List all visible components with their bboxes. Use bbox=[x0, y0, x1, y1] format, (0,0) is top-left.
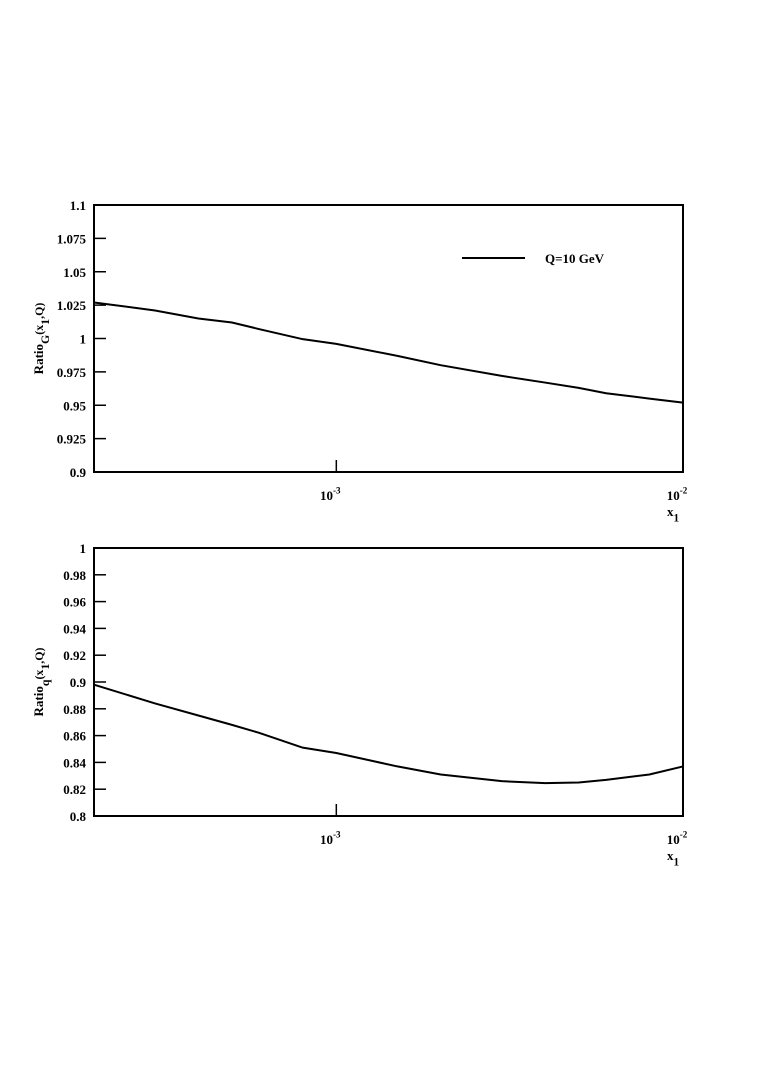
legend-label: Q=10 GeV bbox=[545, 251, 605, 266]
x-tick-label: 10-2 bbox=[667, 830, 688, 848]
x-tick-label: 10-3 bbox=[320, 830, 341, 848]
y-tick-label: 1.075 bbox=[57, 231, 87, 246]
y-tick-label: 0.82 bbox=[63, 782, 86, 797]
y-tick-label: 0.925 bbox=[57, 432, 87, 447]
y-tick-label: 0.95 bbox=[63, 398, 86, 413]
x-axis-label: x1 bbox=[667, 504, 680, 525]
y-tick-label: 0.96 bbox=[63, 595, 86, 610]
y-tick-label: 1.1 bbox=[70, 198, 86, 213]
y-tick-label: 0.88 bbox=[63, 702, 86, 717]
y-tick-label: 1.025 bbox=[57, 298, 87, 313]
y-tick-label: 0.975 bbox=[57, 365, 87, 380]
x-tick-label: 10-3 bbox=[320, 486, 341, 504]
data-line bbox=[93, 683, 684, 785]
y-tick-label: 0.92 bbox=[63, 648, 86, 663]
y-axis-label: RatioG(x1,Q) bbox=[31, 303, 52, 375]
y-tick-label: 1 bbox=[80, 541, 87, 556]
y-tick-label: 1 bbox=[80, 332, 87, 347]
plot-frame bbox=[93, 204, 684, 473]
y-tick-label: 0.9 bbox=[70, 675, 87, 690]
y-axis-label: Ratioq(x1,Q) bbox=[31, 647, 52, 716]
x-tick-label: 10-2 bbox=[667, 486, 688, 504]
y-tick-label: 0.86 bbox=[63, 729, 86, 744]
x-axis-label: x1 bbox=[667, 848, 680, 869]
y-tick-label: 0.94 bbox=[63, 621, 86, 636]
y-tick-label: 1.05 bbox=[63, 265, 86, 280]
y-tick-label: 0.8 bbox=[70, 809, 87, 824]
data-line bbox=[93, 301, 684, 404]
y-tick-label: 0.84 bbox=[63, 755, 86, 770]
plot-frame bbox=[93, 547, 684, 817]
y-tick-label: 0.9 bbox=[70, 465, 87, 480]
y-tick-label: 0.98 bbox=[63, 568, 86, 583]
